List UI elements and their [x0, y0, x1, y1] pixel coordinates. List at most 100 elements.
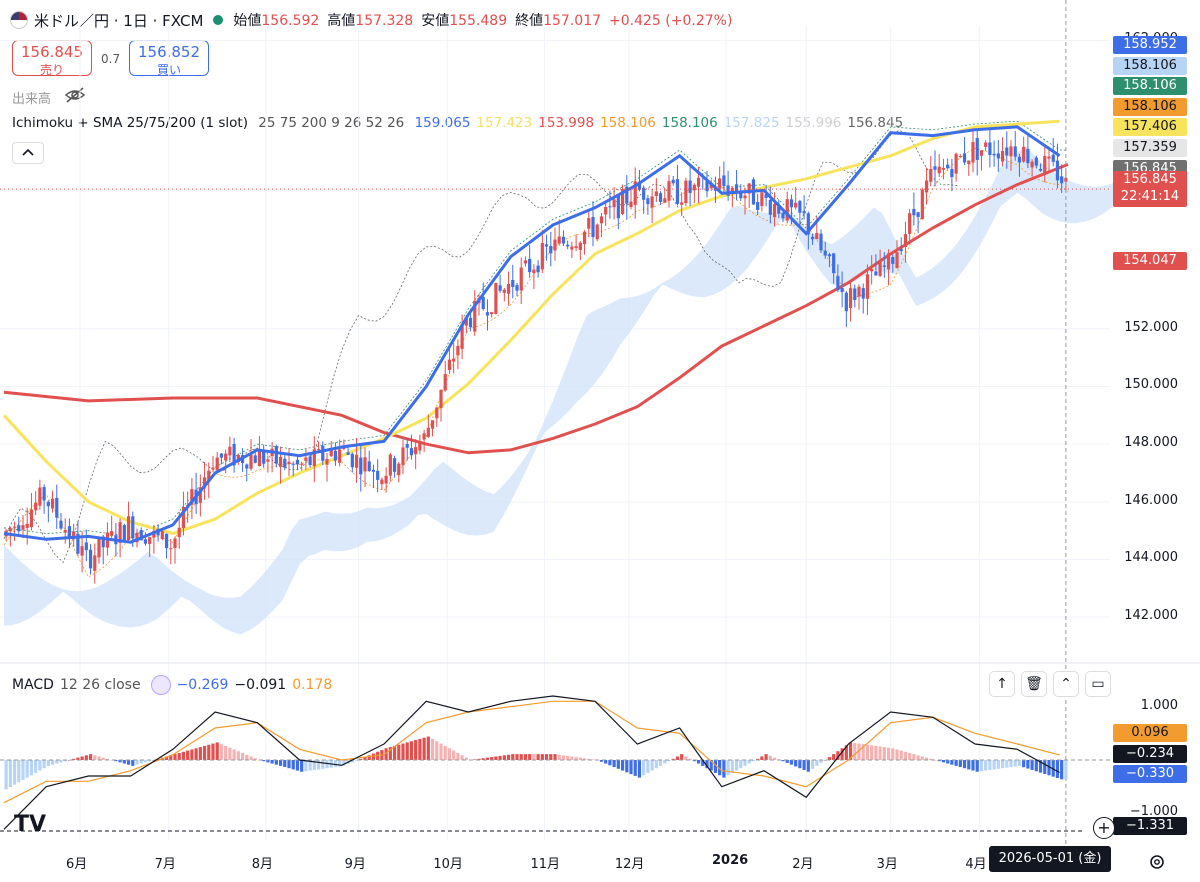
candle-body	[671, 179, 675, 184]
candle-body	[540, 242, 544, 270]
macd-histogram-bar	[211, 743, 215, 760]
candle-body	[498, 285, 502, 291]
candle-body	[946, 164, 950, 169]
move-up-button[interactable]: ↑	[989, 671, 1015, 697]
candle-body	[430, 420, 435, 429]
candle-body	[553, 239, 557, 251]
macd-histogram-bar	[253, 758, 257, 760]
macd-histogram-bar	[439, 743, 443, 760]
macd-histogram-bar	[772, 757, 777, 760]
candle-body	[705, 181, 709, 192]
macd-histogram-bar	[17, 760, 21, 783]
candle-body	[975, 138, 979, 160]
macd-histogram-bar	[625, 760, 629, 773]
candle-body	[891, 257, 895, 264]
macd-histogram-bar	[591, 759, 595, 760]
candle-body	[924, 180, 929, 193]
macd-histogram-bar	[122, 760, 126, 764]
candle-body	[211, 467, 215, 470]
candle-body	[321, 445, 325, 461]
macd-histogram-bar	[426, 736, 430, 760]
macd-histogram-bar	[63, 760, 67, 762]
candle-body	[316, 449, 321, 451]
macd-histogram-bar	[857, 743, 861, 760]
candle-body	[481, 296, 485, 309]
candle-body	[1000, 151, 1005, 162]
candle-body	[97, 537, 101, 558]
candle-body	[739, 191, 743, 199]
candle-body	[350, 453, 354, 468]
open-label: 始値	[233, 13, 262, 29]
macd-histogram-bar	[540, 754, 544, 760]
macd-histogram-bar	[4, 760, 8, 790]
candle-body	[604, 206, 608, 215]
candle-body	[325, 458, 329, 465]
candle-body	[266, 459, 270, 462]
collapse-legend-button[interactable]	[12, 142, 44, 164]
macd-histogram-bar	[1043, 760, 1047, 774]
collapse-pane-button[interactable]: ⌃	[1053, 671, 1079, 697]
candle-body	[629, 201, 633, 208]
candle-body	[245, 464, 249, 469]
macd-histogram-bar	[464, 757, 468, 760]
candle-body	[806, 213, 810, 235]
symbol-title[interactable]: 米ドル／円 · 1日 · FXCM	[34, 11, 204, 30]
candle-body	[409, 448, 414, 456]
macd-histogram-bar	[118, 760, 122, 763]
indicator-legend[interactable]: Ichimoku + SMA 25/75/200 (1 slot) 25 75 …	[12, 115, 915, 131]
macd-histogram-bar	[443, 745, 447, 760]
macd-histogram-bar	[447, 748, 452, 760]
candle-body	[620, 189, 625, 215]
candle-body	[262, 450, 266, 464]
time-tick-label: 2026	[712, 853, 749, 868]
macd-histogram-bar	[781, 760, 785, 762]
macd-histogram-bar	[916, 755, 920, 760]
macd-values: −0.269 −0.091 0.178	[177, 677, 339, 693]
macd-histogram-bar	[570, 756, 574, 760]
candle-body	[941, 168, 946, 170]
candle-body	[912, 208, 916, 216]
candle-body	[886, 253, 891, 270]
macd-histogram-bar	[629, 760, 633, 775]
macd-signal-line	[3, 700, 1060, 804]
candle-body	[392, 458, 397, 472]
candle-body	[17, 525, 21, 532]
macd-legend[interactable]: MACD 12 26 close −0.269 −0.091 0.178	[12, 675, 344, 695]
low-label: 安値	[421, 13, 450, 29]
macd-histogram-bar	[236, 751, 240, 760]
maximize-pane-button[interactable]: ▭	[1085, 671, 1111, 697]
macd-histogram-bar	[903, 751, 908, 760]
add-plus-icon[interactable]: +	[1093, 817, 1115, 839]
tradingview-logo[interactable]: TV	[14, 812, 47, 837]
price-badge: 158.106	[1113, 97, 1187, 116]
macd-histogram-bar	[848, 742, 853, 760]
macd-histogram-bar	[984, 760, 988, 771]
macd-histogram-bar	[1013, 760, 1017, 767]
macd-histogram-bar	[1038, 760, 1043, 773]
settings-gear-icon[interactable]	[1148, 853, 1166, 871]
macd-params: 12 26 close	[59, 677, 141, 693]
macd-histogram-bar	[819, 760, 823, 763]
candle-body	[414, 447, 418, 455]
macd-histogram-bar	[730, 760, 734, 773]
volume-label[interactable]: 出来高	[12, 92, 52, 107]
delete-pane-button[interactable]: 🗑	[1021, 671, 1047, 697]
base-line	[3, 120, 1068, 537]
candle-body	[333, 450, 338, 461]
macd-histogram-bar	[110, 760, 114, 761]
macd-histogram-bar	[675, 756, 680, 760]
candle-body	[853, 288, 857, 301]
macd-settings-icon[interactable]	[150, 675, 171, 695]
candle-body	[439, 389, 443, 409]
macd-histogram-bar	[397, 744, 401, 760]
macd-histogram-bar	[316, 760, 321, 770]
candle-body	[135, 532, 139, 543]
candle-body	[954, 153, 958, 174]
candle-body	[338, 449, 342, 463]
candle-body	[612, 199, 616, 208]
macd-histogram-bar	[768, 755, 772, 760]
candle-body	[743, 195, 747, 199]
macd-histogram-bar	[785, 760, 789, 763]
candle-body	[764, 194, 768, 198]
